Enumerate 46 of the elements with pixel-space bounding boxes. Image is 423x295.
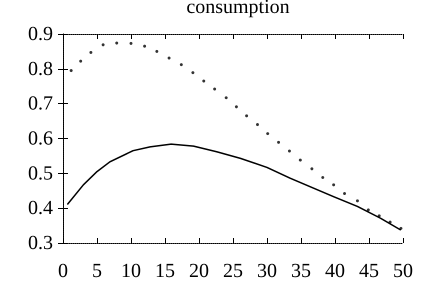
- line-series: [67, 143, 402, 231]
- x-tick-label: 5: [92, 260, 102, 282]
- point: [102, 43, 105, 46]
- point: [256, 123, 259, 126]
- point: [332, 183, 336, 186]
- point: [343, 192, 346, 196]
- point: [277, 140, 280, 144]
- point: [321, 176, 324, 180]
- chart-title: consumption: [186, 0, 290, 18]
- x-tick-label: 35: [291, 260, 311, 282]
- x-tick-label: 25: [223, 260, 243, 282]
- x-tick-label: 50: [393, 260, 413, 282]
- point: [191, 71, 194, 74]
- y-tick-label: 0.8: [28, 58, 53, 80]
- point: [155, 50, 158, 53]
- point: [130, 42, 132, 45]
- point: [245, 114, 248, 118]
- point: [168, 56, 171, 60]
- y-tick-label: 0.7: [28, 92, 53, 115]
- point: [266, 132, 270, 136]
- x-tick-label: 15: [155, 260, 175, 282]
- y-tick-label: 0.3: [28, 232, 53, 254]
- y-tick-label: 0.6: [28, 128, 53, 150]
- point: [180, 63, 183, 66]
- point: [298, 158, 302, 162]
- point: [234, 105, 238, 108]
- point: [356, 199, 359, 202]
- x-tick-label: 45: [359, 260, 379, 282]
- x-tick-label: 40: [325, 260, 345, 282]
- point: [288, 150, 291, 153]
- x-tick-label: 0: [58, 260, 68, 282]
- point: [115, 42, 118, 45]
- point: [213, 88, 216, 91]
- point: [310, 167, 314, 170]
- point: [143, 44, 146, 48]
- y-tick-label: 0.4: [28, 197, 53, 220]
- y-tick-label: 0.9: [28, 23, 53, 45]
- y-tick-label: 0.5: [28, 162, 53, 184]
- x-tick-label: 30: [257, 260, 277, 282]
- point: [202, 80, 206, 83]
- point: [79, 60, 82, 63]
- point: [70, 69, 73, 72]
- x-tick-label: 20: [189, 260, 209, 282]
- point: [224, 96, 228, 100]
- point: [89, 50, 92, 54]
- x-tick-label: 10: [121, 260, 141, 282]
